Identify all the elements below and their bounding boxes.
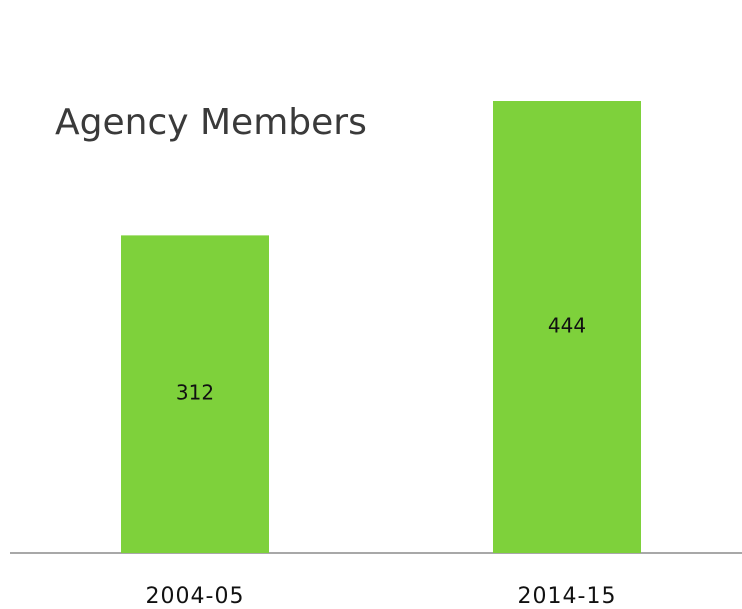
bar	[493, 101, 641, 553]
bar	[121, 235, 269, 554]
data-label: 312	[176, 381, 214, 405]
x-tick-label: 2014-15	[518, 584, 617, 609]
chart-title: Agency Members	[55, 102, 367, 143]
x-tick-label: 2004-05	[146, 584, 245, 609]
data-label: 444	[548, 314, 586, 338]
